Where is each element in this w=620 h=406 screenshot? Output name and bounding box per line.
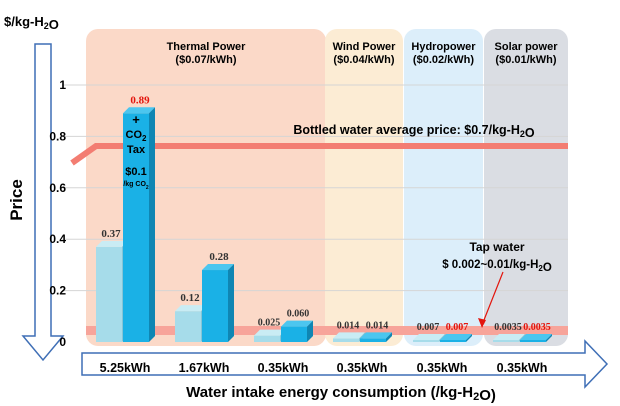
x-tick-label: 0.35kWh xyxy=(417,361,468,375)
bar-intake-front xyxy=(413,340,439,342)
bar-intake-co2-top xyxy=(202,264,234,271)
data-label: 0.025 xyxy=(258,318,281,329)
region-title: Hydropower xyxy=(411,41,476,53)
bar-intake-co2 xyxy=(360,332,392,342)
bottled-water-line xyxy=(70,143,568,166)
bar-intake-co2-top xyxy=(123,107,155,114)
y-tick-label: 0.4 xyxy=(49,232,66,246)
bar-intake-co2-top xyxy=(281,320,313,327)
data-label: 0.0035 xyxy=(494,322,522,333)
x-axis-arrow xyxy=(81,339,609,389)
tap-water-pointer-head xyxy=(478,318,486,328)
bar-intake-top xyxy=(333,332,365,339)
bar-intake-co2-side xyxy=(386,332,392,342)
bar-intake-front xyxy=(175,311,201,342)
region-price: ($0.02/kWh) xyxy=(413,54,474,66)
data-label: 0.12 xyxy=(180,292,200,304)
data-label: 0.060 xyxy=(287,309,310,320)
bar-intake-co2 xyxy=(440,334,472,342)
bar-intake-co2 xyxy=(202,264,234,342)
bar-intake-top xyxy=(175,305,207,312)
region-price: ($0.04/kWh) xyxy=(333,54,394,66)
x-tick-label: 5.25kWh xyxy=(100,361,151,375)
y-tick-label: 1 xyxy=(59,78,66,92)
co2-tax-word: Tax xyxy=(127,144,146,156)
co2-tax-per: /kg CO2 xyxy=(123,181,149,191)
region-price: ($0.07/kWh) xyxy=(175,54,236,66)
bar-intake-front xyxy=(96,246,122,342)
data-label: 0.0035 xyxy=(523,322,551,333)
bar-intake-co2 xyxy=(123,107,155,343)
region-title: Thermal Power xyxy=(167,41,247,53)
co2-tax-plus: + xyxy=(132,112,140,127)
x-tick-label: 1.67kWh xyxy=(179,361,230,375)
co2-tax-amount: $0.1 xyxy=(125,166,146,178)
bar-intake-co2-front xyxy=(440,340,466,342)
bar-intake-top xyxy=(493,334,525,340)
bar-intake-co2-top xyxy=(520,334,552,340)
bar-intake-co2-side xyxy=(149,107,155,343)
region-title: Wind Power xyxy=(333,41,397,53)
co2-tax-co2: CO2 xyxy=(126,129,148,143)
data-label: 0.37 xyxy=(101,228,121,240)
data-label: 0.014 xyxy=(337,320,360,331)
bar-intake-top xyxy=(413,334,445,340)
y-axis-title: Price xyxy=(7,179,26,221)
tap-water-band xyxy=(86,326,568,335)
bar-intake-front xyxy=(333,338,359,342)
tap-water-title: Tap water xyxy=(469,240,524,254)
data-label: 0.007 xyxy=(446,322,469,333)
bar-intake-co2-top xyxy=(440,334,472,340)
tap-water-range: $ 0.002~0.01/kg-H2O xyxy=(442,259,552,274)
data-label: 0.007 xyxy=(417,322,440,333)
bar-intake-co2-side xyxy=(546,334,552,342)
x-tick-label: 0.35kWh xyxy=(337,361,388,375)
bar-intake-co2-side xyxy=(307,320,313,342)
region-price: ($0.01/kWh) xyxy=(495,54,556,66)
bar-intake-co2-front xyxy=(202,270,228,342)
y-tick-label: 0.6 xyxy=(49,181,66,195)
y-tick-label: 0.2 xyxy=(49,284,66,298)
data-label: 0.28 xyxy=(209,251,229,263)
bar-intake-co2-side xyxy=(228,264,234,342)
bar-intake-co2-front xyxy=(360,338,386,342)
tap-water-pointer xyxy=(481,271,504,326)
x-axis-title: Water intake energy consumption (/kg-H2O… xyxy=(186,384,496,404)
bar-intake-co2-side xyxy=(466,334,472,342)
data-label: 0.014 xyxy=(366,320,389,331)
bar-intake-co2-front xyxy=(520,340,546,342)
bottled-water-label: Bottled water average price: $0.7/kg-H2O xyxy=(293,123,535,140)
y-tick-label: 0 xyxy=(59,335,66,349)
bar-intake-co2 xyxy=(520,334,552,342)
x-tick-label: 0.35kWh xyxy=(497,361,548,375)
bar-intake-top xyxy=(254,329,286,336)
bar-intake-top xyxy=(96,240,128,247)
data-label: 0.89 xyxy=(130,94,150,106)
bar-intake-front xyxy=(254,335,280,342)
x-tick-label: 0.35kWh xyxy=(258,361,309,375)
bar-intake-co2-top xyxy=(360,332,392,339)
bar-intake-co2-front xyxy=(123,113,149,343)
bar-intake-co2-front xyxy=(281,326,307,342)
y-unit-label: $/kg-H2O xyxy=(4,14,59,32)
y-tick-label: 0.8 xyxy=(49,129,66,143)
bar-intake-co2 xyxy=(281,320,313,342)
region-title: Solar power xyxy=(495,41,559,53)
y-axis-arrow xyxy=(21,43,65,362)
bar-intake-front xyxy=(493,340,519,342)
